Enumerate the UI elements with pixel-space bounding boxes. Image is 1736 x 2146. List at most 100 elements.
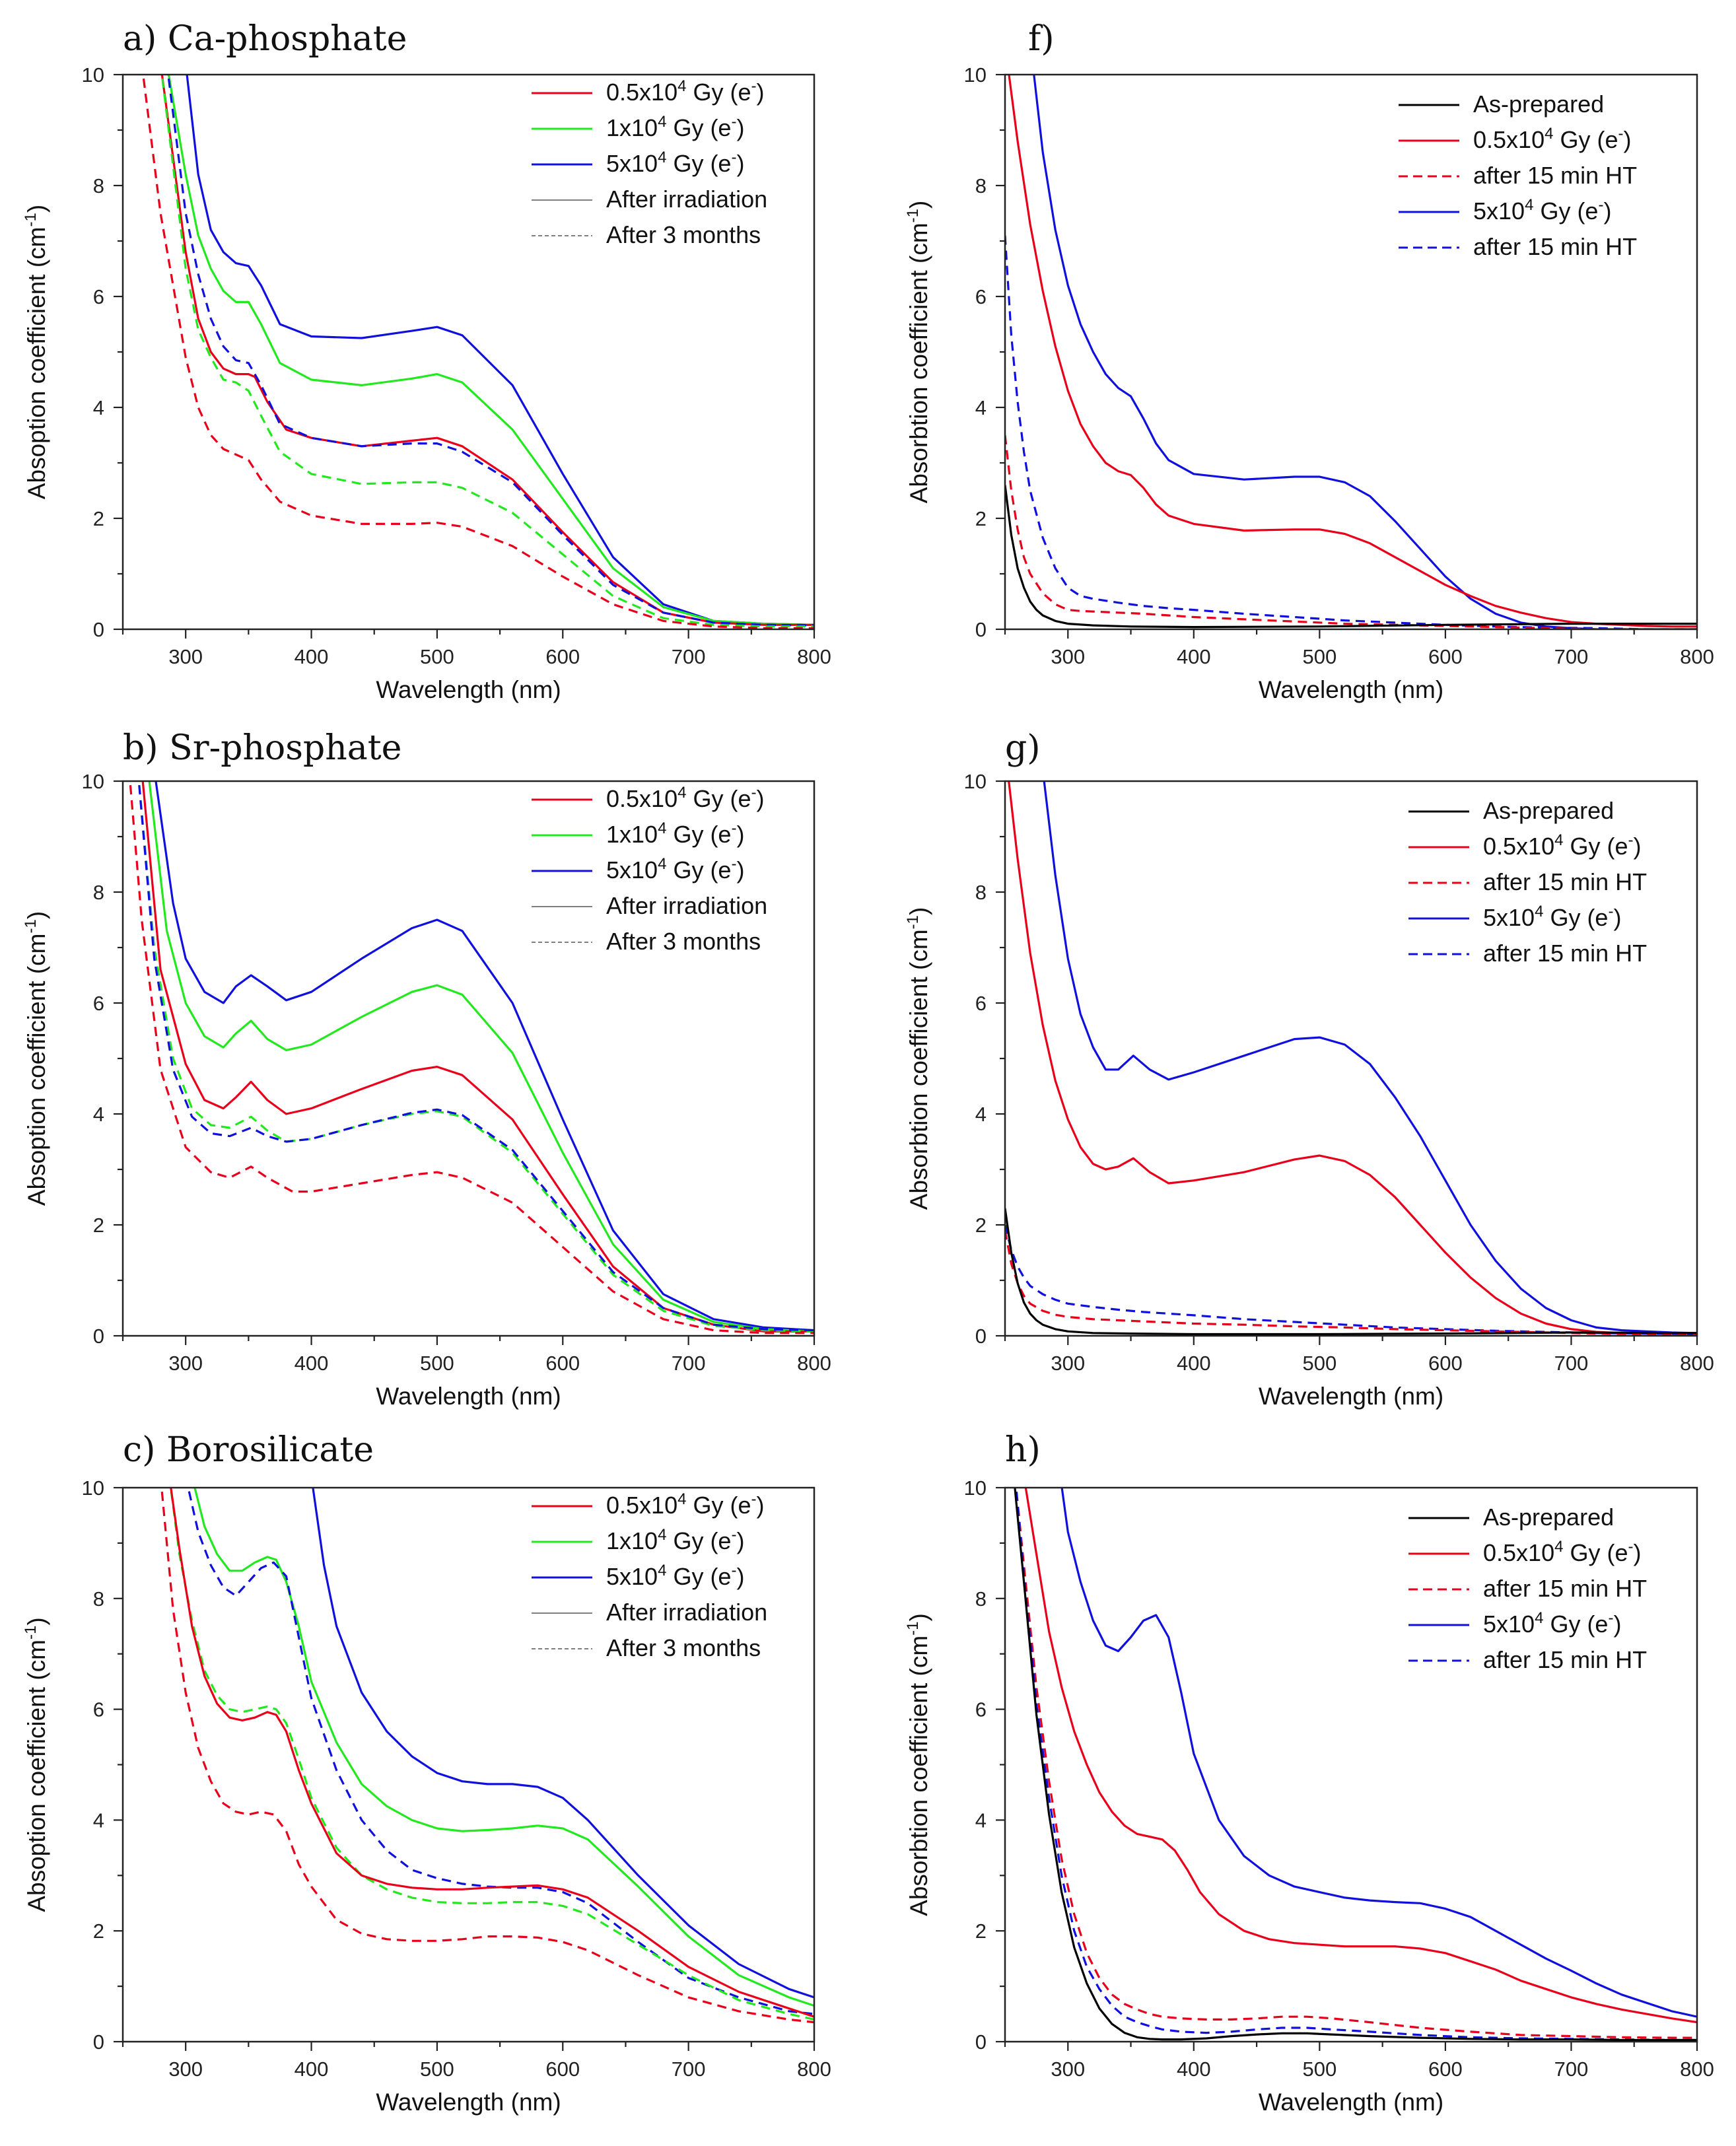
y-tick-label: 4: [975, 396, 987, 419]
legend-label: 5x104 Gy (e-): [1483, 1609, 1621, 1638]
series-group: [1014, 1488, 1697, 2042]
y-tick-label: 10: [82, 1476, 104, 1500]
legend-label: after 15 min HT: [1483, 1646, 1647, 1673]
legend: 0.5x104 Gy (e-) 1x104 Gy (e-) 5x104 Gy (e-…: [532, 784, 767, 955]
legend-label: 5x104 Gy (e-): [606, 1562, 744, 1590]
panel-title: h): [1005, 1430, 1041, 1470]
y-axis-label: Absoption coefficient (cm-1): [22, 911, 50, 1206]
y-tick-label: 4: [93, 1103, 104, 1126]
series-line-red-dashed: [142, 75, 814, 629]
x-tick-label: 400: [295, 1352, 329, 1375]
y-tick-label: 2: [975, 1214, 987, 1237]
series-group: [142, 75, 814, 629]
x-axis-label: Wavelength (nm): [376, 2089, 561, 2116]
y-tick-label: 10: [964, 770, 987, 793]
series-line-blue-solid: [312, 1488, 814, 1999]
x-tick-label: 600: [1428, 645, 1463, 668]
legend-label: After irradiation: [606, 186, 767, 213]
legend-label: 1x104 Gy (e-): [606, 1526, 744, 1554]
y-tick-label: 8: [93, 1587, 104, 1610]
plot-frame: [1004, 780, 1698, 1337]
series-line-blue-dashed: [137, 781, 814, 1332]
x-tick-label: 400: [295, 645, 329, 668]
legend-label: 0.5x104 Gy (e-): [606, 1490, 764, 1519]
x-tick-label: 300: [1051, 645, 1085, 668]
x-axis-label: Wavelength (nm): [1259, 676, 1443, 703]
legend: As-prepared 0.5x104 Gy (e-) after 15 min H…: [1399, 90, 1637, 260]
series-line-red-solid: [1024, 1488, 1697, 2024]
y-tick-label: 2: [975, 1920, 987, 1943]
x-axis-label: Wavelength (nm): [1259, 1383, 1443, 1410]
legend-label: After 3 months: [606, 1634, 761, 1661]
x-tick-label: 700: [672, 2058, 706, 2081]
legend-label: after 15 min HT: [1473, 233, 1637, 260]
x-tick-label: 700: [1554, 645, 1589, 668]
y-tick-label: 2: [93, 1214, 104, 1237]
x-tick-label: 300: [1051, 2058, 1085, 2081]
x-tick-label: 500: [1302, 1352, 1337, 1375]
series-line-green-solid: [193, 1488, 814, 2007]
series-line-red-solid: [141, 781, 814, 1333]
panel-f: f) 300 400 500 600 700 800 0 2 4 6 8 10 Wavelength (n…: [904, 19, 1714, 703]
legend: 0.5x104 Gy (e-) 1x104 Gy (e-) 5x104 Gy (e-…: [532, 1490, 767, 1661]
panel-a: a) Ca-phosphate 300 400 500 600 700 800 0 2 4 6 8 10…: [22, 19, 831, 703]
y-tick-label: 4: [975, 1809, 987, 1832]
legend-label: After irradiation: [606, 892, 767, 919]
legend-label: after 15 min HT: [1483, 940, 1647, 967]
series-line-red-dashed: [160, 1488, 814, 2024]
x-tick-label: 800: [797, 2058, 831, 2081]
panel-title: g): [1005, 728, 1041, 768]
y-axis-label: Absoption coefficient (cm-1): [22, 1617, 50, 1912]
x-tick-label: 800: [797, 645, 831, 668]
series-group: [1005, 75, 1697, 629]
series-line-black-solid: [1005, 485, 1697, 629]
x-axis-label: Wavelength (nm): [376, 676, 561, 703]
panel-title: a) Ca-phosphate: [123, 19, 407, 59]
y-tick-label: 8: [93, 174, 104, 197]
series-line-red-solid: [160, 75, 814, 626]
y-tick-label: 6: [93, 1698, 104, 1721]
series-line-blue-dashed: [1005, 1224, 1697, 1336]
x-tick-label: 700: [672, 1352, 706, 1375]
x-tick-label: 600: [545, 2058, 580, 2081]
legend-label: 5x104 Gy (e-): [1473, 196, 1611, 225]
plot-frame: [1004, 73, 1698, 631]
y-tick-label: 8: [93, 881, 104, 904]
x-tick-label: 800: [797, 1352, 831, 1375]
series-line-blue-solid: [1060, 1488, 1697, 2018]
panel-c: c) Borosilicate 300 400 500 600 700 800 0 2 4 6 8 10…: [22, 1430, 831, 2116]
series-line-black-solid: [1005, 1208, 1697, 1336]
legend-label: 5x104 Gy (e-): [606, 855, 744, 883]
y-tick-label: 10: [964, 1476, 987, 1500]
x-tick-label: 600: [545, 1352, 580, 1375]
legend-label: after 15 min HT: [1483, 868, 1647, 895]
x-tick-label: 600: [545, 645, 580, 668]
legend-label: 0.5x104 Gy (e-): [1483, 831, 1641, 860]
panel-title: f): [1028, 19, 1055, 59]
plot-frame: [1004, 1486, 1698, 2043]
y-tick-label: 4: [93, 1809, 104, 1832]
x-tick-label: 500: [420, 1352, 454, 1375]
y-tick-label: 8: [975, 174, 987, 197]
y-tick-label: 6: [93, 992, 104, 1015]
series-line-red-dashed: [129, 781, 814, 1334]
y-axis-label: Absorbtion coefficient (cm-1): [904, 201, 932, 504]
y-tick-label: 8: [975, 1587, 987, 1610]
series-line-red-dashed: [1015, 1488, 1697, 2039]
series-line-blue-solid: [186, 75, 814, 626]
legend-label: 0.5x104 Gy (e-): [606, 784, 764, 812]
series-line-blue-solid: [1043, 781, 1697, 1334]
series-line-green-solid: [148, 781, 814, 1333]
x-axis-label: Wavelength (nm): [376, 1383, 561, 1410]
y-axis-label: Absoption coefficient (cm-1): [22, 205, 50, 499]
series-line-red-solid: [1008, 75, 1697, 628]
series-line-green-dashed: [137, 781, 814, 1333]
series-line-green-dashed: [169, 1488, 814, 2021]
series-line-red-dashed: [1005, 1230, 1697, 1336]
legend-label: After 3 months: [606, 928, 761, 955]
series-line-blue-dashed: [187, 1488, 814, 2015]
legend-label: As-prepared: [1483, 1504, 1614, 1531]
series-line-red-dashed: [1005, 434, 1697, 629]
legend-label: After 3 months: [606, 221, 761, 248]
